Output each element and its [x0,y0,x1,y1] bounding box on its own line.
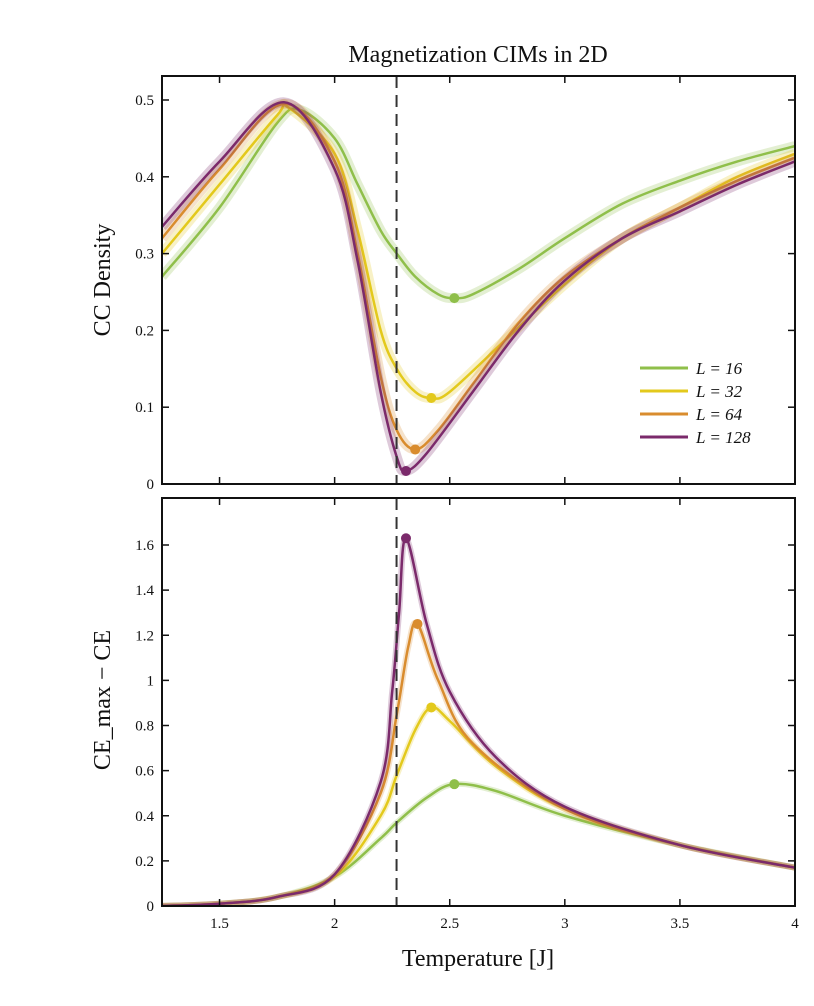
extremum-marker-0 [449,779,460,790]
y-tick-label: 1.4 [135,583,154,599]
top-y-axis-label: CC Density [90,224,116,337]
axes-frame [161,497,796,907]
y-tick-label: 0.8 [135,719,154,735]
x-tick-label: 1.5 [210,916,229,932]
y-tick-label: 0.2 [135,854,154,870]
y-tick-label: 0.5 [135,93,154,109]
y-tick-label: 0.3 [135,247,154,263]
series-line-0 [162,782,795,906]
series-band-2 [162,619,795,906]
legend-label-3: L = 128 [695,428,751,447]
y-tick-label: 0 [147,477,155,493]
y-tick-label: 1.2 [135,628,154,644]
x-tick-label: 3.5 [671,916,690,932]
bottom-panel: 1.5 2 2.5 3 3.5 4 0 0.2 0.4 0.6 0.8 1 1.2 1.4 1.6 [135,497,799,932]
legend-label-1: L = 32 [695,382,743,401]
x-tick-label: 4 [791,916,799,932]
x-axis-label: Temperature [J] [402,946,554,972]
plot-area [162,533,795,906]
legend-label-2: L = 64 [695,405,743,424]
extremum-marker-2 [412,618,423,629]
series-line-0 [162,107,795,300]
series-line-2 [162,621,795,906]
x-tick-label: 2 [331,916,339,932]
y-tick-label: 0.4 [135,809,154,825]
top-panel: 0 0.1 0.2 0.3 0.4 0.5 L = 16 L = 32 L = 64 L = 12… [135,75,796,493]
extremum-marker-1 [426,392,437,403]
x-tick-label: 3 [561,916,569,932]
axes-frame [161,75,796,485]
extremum-marker-1 [426,702,437,713]
y-tick-label: 0.1 [135,400,154,416]
plot-area [162,97,795,477]
extremum-marker-0 [449,293,460,304]
y-tick-label: 0.6 [135,764,154,780]
extremum-marker-3 [400,533,411,544]
y-tick-label: 0.4 [135,170,154,186]
bottom-y-axis-label: CE_max − CE [90,630,116,770]
y-tick-label: 1.6 [135,538,154,554]
y-tick-label: 1 [147,673,155,689]
y-tick-label: 0 [147,899,155,915]
legend: L = 16 L = 32 L = 64 L = 128 [640,359,751,447]
legend-label-0: L = 16 [695,359,743,378]
y-tick-label: 0.2 [135,323,154,339]
series-line-3 [162,536,795,906]
extremum-marker-2 [410,444,421,455]
x-tick-label: 2.5 [440,916,459,932]
series-band-0 [162,780,795,906]
chart-title: Magnetization CIMs in 2D [348,42,607,68]
extremum-marker-3 [400,465,411,476]
